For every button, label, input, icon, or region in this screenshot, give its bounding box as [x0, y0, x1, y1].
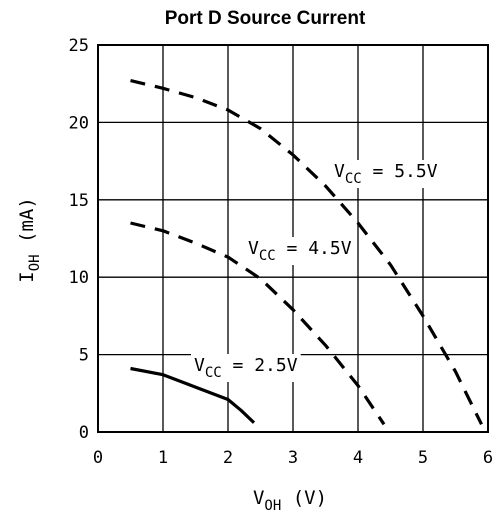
x-tick-label: 5 [418, 448, 428, 468]
y-tick-label: 20 [69, 113, 89, 133]
plot-frame [97, 44, 489, 433]
annotations: VCC = 5.5V VCC = 4.5V VCC = 2.5V [191, 160, 441, 382]
series-group [130, 79, 483, 426]
y-axis-label: IOH (mA) [16, 197, 43, 283]
series-annotation-1: VCC = 5.5V [334, 161, 438, 187]
chart-title: Port D Source Current [165, 8, 366, 29]
y-axis-ticks: 0 5 10 15 20 25 [69, 36, 89, 443]
x-tick-label: 3 [288, 448, 298, 468]
series-annotation-2: VCC = 4.5V [248, 238, 352, 264]
y-tick-label: 0 [79, 423, 89, 443]
x-tick-label: 6 [483, 448, 493, 468]
series-annotation-3: VCC = 2.5V [194, 355, 298, 381]
x-axis-label: VOH (V) [253, 487, 327, 514]
x-axis-ticks: 0 1 2 3 4 5 6 [93, 448, 493, 468]
y-tick-label: 25 [69, 36, 89, 56]
x-tick-label: 0 [93, 448, 103, 468]
series-line-3 [130, 366, 256, 424]
y-tick-label: 5 [79, 346, 89, 366]
annotation-background [245, 237, 355, 265]
y-tick-label: 10 [69, 268, 89, 288]
y-tick-label: 15 [69, 191, 89, 211]
x-tick-label: 2 [223, 448, 233, 468]
series-line-1 [130, 79, 483, 426]
annotation-background [191, 354, 301, 382]
annotation-background [331, 160, 441, 188]
x-tick-label: 4 [353, 448, 363, 468]
x-tick-label: 1 [158, 448, 168, 468]
